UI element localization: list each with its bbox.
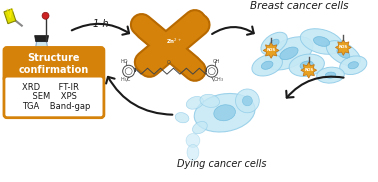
Text: Zn$^{2+}$: Zn$^{2+}$ — [166, 37, 182, 46]
Ellipse shape — [252, 54, 282, 76]
Text: XRD       FT-IR: XRD FT-IR — [22, 82, 79, 92]
Circle shape — [42, 12, 49, 19]
Ellipse shape — [326, 41, 360, 66]
Ellipse shape — [200, 94, 220, 107]
Ellipse shape — [214, 105, 235, 121]
Ellipse shape — [280, 47, 298, 60]
Text: ROS: ROS — [339, 45, 348, 49]
Text: Dying cancer cells: Dying cancer cells — [177, 159, 266, 169]
Polygon shape — [335, 39, 351, 55]
Text: 1 h: 1 h — [93, 19, 109, 29]
Polygon shape — [24, 61, 59, 85]
Ellipse shape — [348, 62, 358, 69]
FancyBboxPatch shape — [11, 78, 73, 86]
Text: ZnO/: ZnO/ — [36, 65, 47, 69]
Ellipse shape — [313, 37, 330, 46]
Ellipse shape — [192, 121, 207, 134]
Text: Cur: Cur — [37, 70, 46, 74]
Circle shape — [235, 89, 259, 113]
FancyBboxPatch shape — [4, 48, 104, 81]
FancyBboxPatch shape — [4, 76, 104, 118]
Ellipse shape — [289, 54, 324, 76]
Text: OH: OH — [213, 59, 220, 64]
Ellipse shape — [301, 29, 343, 54]
Text: Breast cancer cells: Breast cancer cells — [249, 1, 348, 11]
Ellipse shape — [175, 113, 189, 123]
Circle shape — [24, 88, 28, 92]
Circle shape — [242, 96, 253, 106]
Ellipse shape — [261, 61, 273, 69]
Ellipse shape — [340, 56, 367, 75]
Ellipse shape — [337, 49, 350, 58]
Text: TGA    Band-gap: TGA Band-gap — [22, 102, 90, 111]
Polygon shape — [263, 42, 279, 58]
Polygon shape — [301, 62, 317, 78]
Polygon shape — [35, 35, 48, 41]
Ellipse shape — [300, 61, 313, 70]
Text: CH$_3$: CH$_3$ — [213, 75, 224, 84]
Ellipse shape — [269, 39, 279, 48]
Polygon shape — [22, 53, 61, 61]
Ellipse shape — [186, 96, 203, 109]
Circle shape — [186, 134, 200, 147]
Polygon shape — [4, 9, 16, 24]
Ellipse shape — [261, 32, 287, 55]
FancyBboxPatch shape — [8, 82, 76, 94]
Text: H$_3$C: H$_3$C — [120, 75, 131, 84]
Polygon shape — [35, 41, 48, 53]
Text: O: O — [166, 60, 170, 65]
Text: HO: HO — [121, 59, 128, 64]
Text: ROS: ROS — [304, 68, 313, 72]
Text: Structure
confirmation: Structure confirmation — [18, 53, 88, 76]
Ellipse shape — [187, 144, 199, 160]
Ellipse shape — [194, 94, 255, 132]
Ellipse shape — [325, 72, 336, 78]
Text: SEM    XPS: SEM XPS — [22, 92, 77, 101]
Text: ROS: ROS — [266, 48, 276, 52]
Ellipse shape — [317, 67, 344, 83]
Circle shape — [18, 88, 22, 92]
Ellipse shape — [265, 37, 313, 70]
